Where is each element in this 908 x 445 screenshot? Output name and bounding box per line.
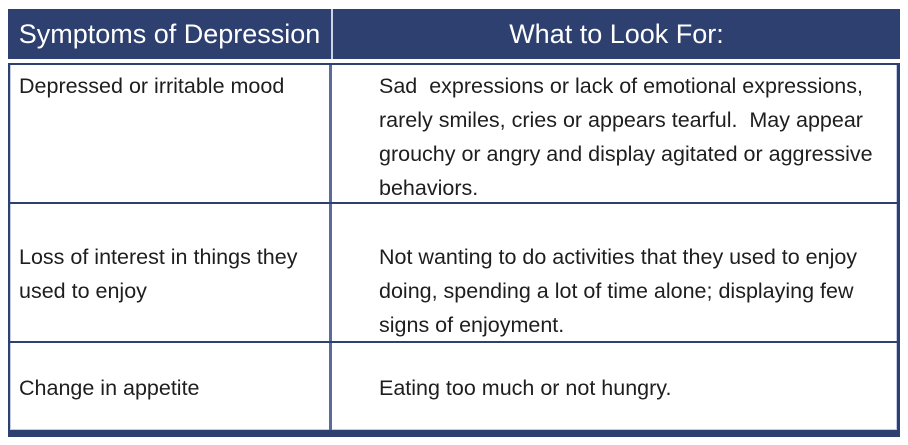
header-cell-what-to-look-for: What to Look For: [333, 9, 900, 59]
table-row: Change in appetite Eating too much or no… [10, 343, 897, 430]
look-for-text: Not wanting to do activities that they u… [379, 245, 864, 337]
table-row: Depressed or irritable mood Sad expressi… [10, 65, 897, 204]
table-header-row: Symptoms of Depression What to Look For: [8, 9, 900, 59]
symptom-cell: Loss of interest in things they used to … [10, 204, 332, 341]
header-cell-symptoms: Symptoms of Depression [8, 9, 333, 59]
symptom-text: Loss of interest in things they used to … [19, 245, 304, 303]
depression-symptoms-table: Symptoms of Depression What to Look For:… [8, 9, 900, 437]
look-for-text: Eating too much or not hungry. [379, 376, 672, 400]
look-for-cell: Eating too much or not hungry. [332, 343, 897, 430]
symptom-text: Depressed or irritable mood [19, 74, 285, 98]
table-body: Depressed or irritable mood Sad expressi… [8, 63, 900, 437]
look-for-text: Sad expressions or lack of emotional exp… [379, 74, 879, 200]
header-what-to-look-for-label: What to Look For: [509, 18, 724, 49]
symptom-cell: Change in appetite [10, 343, 332, 430]
header-symptoms-label: Symptoms of Depression [18, 18, 321, 49]
symptom-text: Change in appetite [19, 376, 200, 400]
look-for-cell: Sad expressions or lack of emotional exp… [332, 65, 897, 202]
symptom-cell: Depressed or irritable mood [10, 65, 332, 202]
look-for-cell: Not wanting to do activities that they u… [332, 204, 897, 341]
table-row: Loss of interest in things they used to … [10, 204, 897, 343]
